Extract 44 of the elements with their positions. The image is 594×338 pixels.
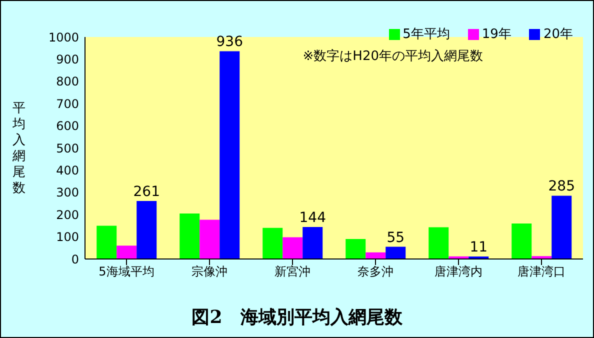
legend-label: 19年 <box>482 26 512 43</box>
bar <box>282 237 303 259</box>
legend-label: 20年 <box>543 26 573 43</box>
y-tick-label: 900 <box>56 52 79 66</box>
bar <box>386 246 406 259</box>
bar <box>428 227 449 259</box>
bar <box>116 246 137 259</box>
y-tick-label: 400 <box>56 163 79 178</box>
annotation: ※数字はH20年の平均入網尾数 <box>302 48 483 65</box>
bar <box>262 228 283 259</box>
bar <box>552 196 572 259</box>
x-tick-label: 奈多沖 <box>358 264 394 279</box>
x-tick-label: 新宮沖 <box>274 264 310 279</box>
data-label: 144 <box>299 210 326 226</box>
data-label: 285 <box>548 178 575 195</box>
data-label: 55 <box>386 230 405 246</box>
x-tick-label: 5海域平均 <box>98 264 154 279</box>
y-tick-label: 1000 <box>48 30 79 44</box>
data-label: 261 <box>133 184 160 200</box>
bar <box>180 213 200 259</box>
data-label: 936 <box>216 34 244 50</box>
text: 図2 海域別平均入網尾数 <box>190 306 404 329</box>
legend-label: 5年平均 <box>402 26 450 43</box>
bar <box>302 227 323 259</box>
y-tick-label: 0 <box>71 252 79 266</box>
bar <box>96 226 117 259</box>
bar <box>200 220 220 259</box>
y-tick-label: 100 <box>56 230 79 244</box>
bar <box>136 201 157 259</box>
x-tick-label: 宗像沖 <box>192 264 228 279</box>
bar <box>366 252 386 259</box>
y-tick-label: 300 <box>56 186 79 200</box>
x-tick-label: 唐津湾口 <box>518 264 566 279</box>
data-label: 11 <box>470 240 488 256</box>
x-tick-label: 唐津湾内 <box>434 264 482 279</box>
bar <box>512 223 532 259</box>
bar <box>220 51 240 259</box>
y-tick-label: 200 <box>56 208 79 222</box>
bar <box>346 239 366 259</box>
y-tick-label: 700 <box>56 96 79 111</box>
y-tick-label: 800 <box>56 74 79 89</box>
y-tick-label: 500 <box>56 141 79 156</box>
y-axis-title: 平均入網尾数 <box>12 101 26 196</box>
y-tick-label: 600 <box>56 119 79 134</box>
